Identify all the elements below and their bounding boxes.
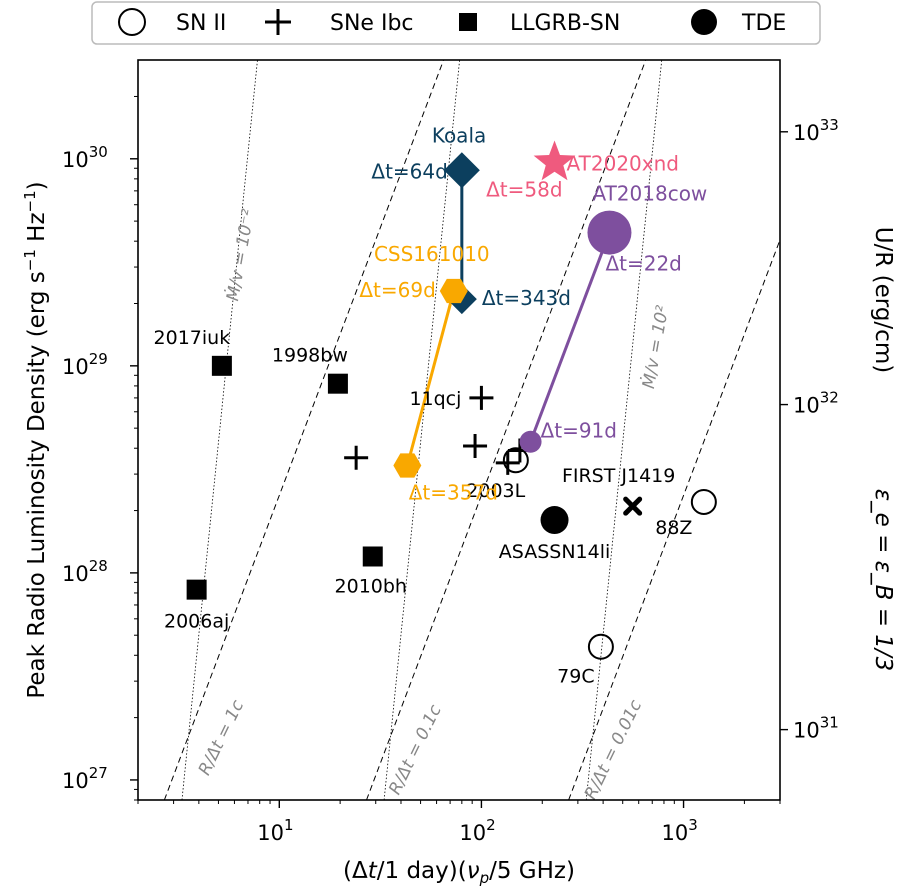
x-axis-label: (Δt/1 day)(νp/5 GHz) bbox=[343, 858, 575, 887]
point-first-j1419 bbox=[623, 496, 643, 516]
legend-marker-sne-ibc bbox=[265, 9, 291, 35]
right-tick-label: 1032 bbox=[793, 389, 839, 418]
transient-name-label: Koala bbox=[432, 123, 486, 147]
legend: SN II SNe Ibc LLGRB-SN TDE bbox=[91, 1, 821, 45]
right-tick-label: 1033 bbox=[793, 116, 839, 145]
y-tick-label: 1027 bbox=[62, 764, 108, 793]
point-label: 2010bh bbox=[335, 575, 407, 597]
legend-marker-sn-ii bbox=[118, 8, 146, 36]
legend-marker-tde bbox=[691, 9, 717, 35]
transient-at2020xnd-start bbox=[533, 140, 576, 181]
right-tick-label: 1031 bbox=[793, 714, 839, 743]
reference-lines bbox=[163, 60, 780, 800]
point-label: 2017iuk bbox=[154, 327, 231, 349]
transient-epoch-label: Δt=22d bbox=[605, 252, 681, 276]
transient-css161010-start bbox=[439, 278, 468, 304]
transient-epoch-label: Δt=91d bbox=[541, 419, 617, 443]
transient-at2018cow-start bbox=[587, 210, 632, 255]
legend-label: SNe Ibc bbox=[330, 11, 414, 36]
transient-at2018cow-end bbox=[519, 430, 542, 453]
data-points bbox=[186, 355, 717, 660]
transient-koala-start bbox=[443, 152, 480, 189]
y-tick-label: 1030 bbox=[62, 143, 108, 172]
x-tick-label: 101 bbox=[257, 816, 293, 845]
transient-epoch-label: Δt=357d bbox=[409, 481, 498, 505]
velocity-line bbox=[366, 60, 647, 800]
mass-loss-line bbox=[383, 60, 461, 800]
point-label: 88Z bbox=[655, 517, 692, 539]
point-label: ASASSN14li bbox=[499, 541, 610, 563]
transient-epoch-label: Δt=69d bbox=[359, 278, 435, 302]
x-tick-label: 102 bbox=[459, 816, 495, 845]
velocity-line bbox=[163, 60, 445, 800]
point-2010bh bbox=[362, 546, 383, 567]
point-label: 2003L bbox=[466, 480, 525, 502]
point-label: 11qcj bbox=[409, 388, 461, 410]
point-88z bbox=[690, 488, 717, 515]
transient-epoch-label: Δt=64d bbox=[371, 159, 447, 183]
transient-markers bbox=[393, 140, 632, 478]
transient-tracks bbox=[405, 170, 611, 466]
legend-marker-llgrb-sn bbox=[459, 13, 477, 31]
point-label: 2006aj bbox=[164, 611, 229, 633]
transient-track-at2018cow bbox=[529, 232, 611, 443]
point-label: FIRST J1419 bbox=[562, 465, 675, 487]
point-unlabeled-5 bbox=[344, 445, 369, 470]
point-1998bw bbox=[327, 373, 348, 394]
right-axis-label-secondary: ε_e = ε_B = 1/3 bbox=[870, 489, 896, 672]
legend-box bbox=[91, 1, 821, 45]
mass-loss-line bbox=[181, 60, 258, 800]
transient-css161010-end bbox=[393, 453, 422, 478]
legend-label: TDE bbox=[741, 11, 786, 36]
transient-name-label: CSS161010 bbox=[374, 242, 490, 266]
y-tick-label: 1029 bbox=[62, 350, 108, 379]
point-asassn14li bbox=[540, 506, 569, 535]
transient-epoch-label: Δt=58d bbox=[486, 177, 562, 201]
plot-frame bbox=[137, 59, 781, 801]
point-2003l bbox=[495, 450, 520, 475]
axes: 101 102 103 1027 1028 1029 1030 1031 1032 1033 (Δt… bbox=[21, 95, 896, 887]
point-label: 1998bw bbox=[272, 345, 348, 367]
legend-label: SN II bbox=[176, 11, 226, 36]
mass-loss-line bbox=[585, 60, 663, 800]
right-axis-label: U/R (erg/cm) bbox=[870, 227, 896, 373]
point-unlabeled-6 bbox=[463, 434, 488, 459]
transient-track-css161010 bbox=[405, 290, 456, 466]
point-11qcj bbox=[469, 385, 494, 410]
point-label: 79C bbox=[557, 666, 594, 688]
y-axis-label: Peak Radio Luminosity Density (erg s−1 H… bbox=[21, 181, 50, 698]
point-2006aj bbox=[186, 579, 207, 600]
point-2017iuk bbox=[211, 355, 232, 376]
x-tick-label: 103 bbox=[662, 816, 698, 845]
transient-name-label: AT2020xnd bbox=[567, 151, 679, 175]
point-79c bbox=[587, 633, 614, 660]
transient-epoch-label: Δt=343d bbox=[482, 286, 571, 310]
point-unlabeled-9 bbox=[502, 447, 529, 474]
transient-name-label: AT2018cow bbox=[592, 182, 707, 206]
point-labels: 2017iuk 1998bw 2006aj 2010bh 11qcj 2003L 88Z 79… bbox=[154, 123, 708, 687]
legend-label: LLGRB-SN bbox=[510, 11, 620, 36]
velocity-line bbox=[568, 238, 780, 800]
y-tick-label: 1028 bbox=[62, 557, 108, 586]
